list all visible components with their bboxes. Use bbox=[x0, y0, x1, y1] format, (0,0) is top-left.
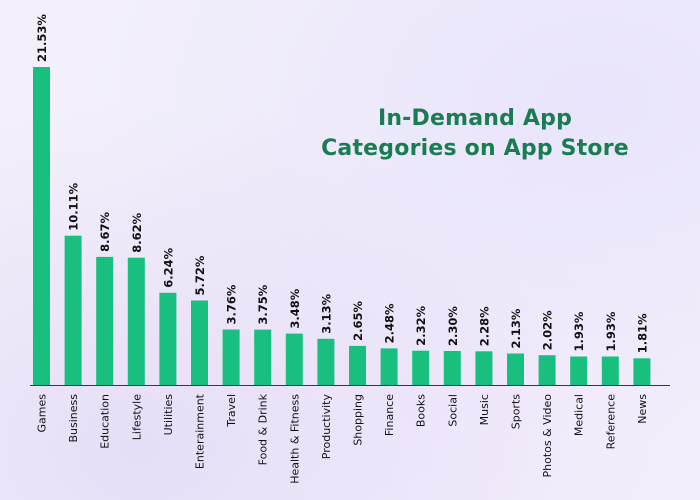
category-label-7: Food & Drink bbox=[257, 393, 270, 465]
bar-2 bbox=[96, 256, 114, 385]
bar-19 bbox=[633, 358, 651, 385]
chart-title-line-2: Categories on App Store bbox=[321, 136, 629, 161]
bar-value-label-15: 2.13% bbox=[509, 308, 523, 348]
category-label-5: Enterainment bbox=[194, 393, 207, 469]
bar-18 bbox=[601, 356, 619, 385]
bar-value-label-7: 3.75% bbox=[256, 284, 270, 324]
bar-13 bbox=[443, 351, 461, 385]
category-label-1: Business bbox=[67, 394, 80, 443]
bar-value-label-5: 5.72% bbox=[193, 255, 207, 295]
bar-10 bbox=[349, 345, 366, 385]
bar-14 bbox=[475, 351, 493, 385]
bar-value-label-4: 6.24% bbox=[161, 247, 175, 287]
chart-title: In-Demand App Categories on App Store bbox=[300, 104, 650, 164]
category-label-13: Social bbox=[446, 394, 459, 427]
category-label-3: Lifestyle bbox=[130, 394, 143, 440]
bar-3 bbox=[127, 257, 145, 385]
bar-value-label-0: 21.53% bbox=[35, 14, 49, 62]
bar-value-label-17: 1.93% bbox=[572, 311, 586, 351]
category-label-12: Books bbox=[415, 394, 428, 427]
bar-6 bbox=[222, 329, 240, 385]
bar-5 bbox=[191, 300, 208, 385]
bar-value-label-13: 2.30% bbox=[446, 306, 460, 346]
category-label-17: Medical bbox=[573, 394, 586, 436]
category-label-6: Travel bbox=[225, 394, 238, 428]
bar-value-label-16: 2.02% bbox=[541, 310, 555, 350]
bar-value-label-9: 3.13% bbox=[319, 293, 333, 333]
category-label-0: Games bbox=[36, 394, 49, 433]
bar-value-label-2: 8.67% bbox=[98, 212, 112, 252]
bar-0 bbox=[33, 67, 50, 385]
category-label-9: Productivity bbox=[320, 394, 333, 460]
bar-16 bbox=[538, 355, 556, 385]
chart-title-line-1: In-Demand App bbox=[377, 106, 573, 131]
bar-11 bbox=[380, 348, 398, 385]
bar-value-label-18: 1.93% bbox=[604, 311, 618, 351]
category-label-14: Music bbox=[478, 394, 491, 425]
bar-15 bbox=[507, 353, 524, 385]
bar-value-label-10: 2.65% bbox=[351, 301, 365, 341]
bar-7 bbox=[254, 329, 272, 385]
bar-17 bbox=[570, 356, 588, 385]
bar-9 bbox=[317, 338, 335, 385]
category-label-18: Reference bbox=[604, 394, 617, 450]
bar-value-label-12: 2.32% bbox=[414, 305, 428, 345]
bar-12 bbox=[412, 350, 430, 385]
category-label-10: Shopping bbox=[352, 394, 365, 446]
category-label-8: Health & Fitness bbox=[288, 394, 301, 484]
category-label-11: Finance bbox=[383, 394, 396, 436]
category-label-2: Education bbox=[99, 394, 112, 449]
bar-value-label-8: 3.48% bbox=[288, 288, 302, 328]
category-label-4: Utilities bbox=[162, 394, 175, 436]
bar-value-label-3: 8.62% bbox=[130, 212, 144, 252]
bar-value-label-6: 3.76% bbox=[225, 284, 239, 324]
bar-8 bbox=[285, 333, 303, 385]
category-label-16: Photos & Video bbox=[541, 394, 554, 478]
category-label-15: Sports bbox=[510, 394, 523, 430]
bar-value-label-14: 2.28% bbox=[477, 306, 491, 346]
bar-value-label-11: 2.48% bbox=[383, 303, 397, 343]
bar-1 bbox=[64, 235, 82, 385]
bar-value-label-1: 10.11% bbox=[67, 182, 81, 230]
category-label-19: News bbox=[636, 394, 649, 424]
bar-4 bbox=[159, 292, 177, 385]
bar-value-label-19: 1.81% bbox=[635, 313, 649, 353]
